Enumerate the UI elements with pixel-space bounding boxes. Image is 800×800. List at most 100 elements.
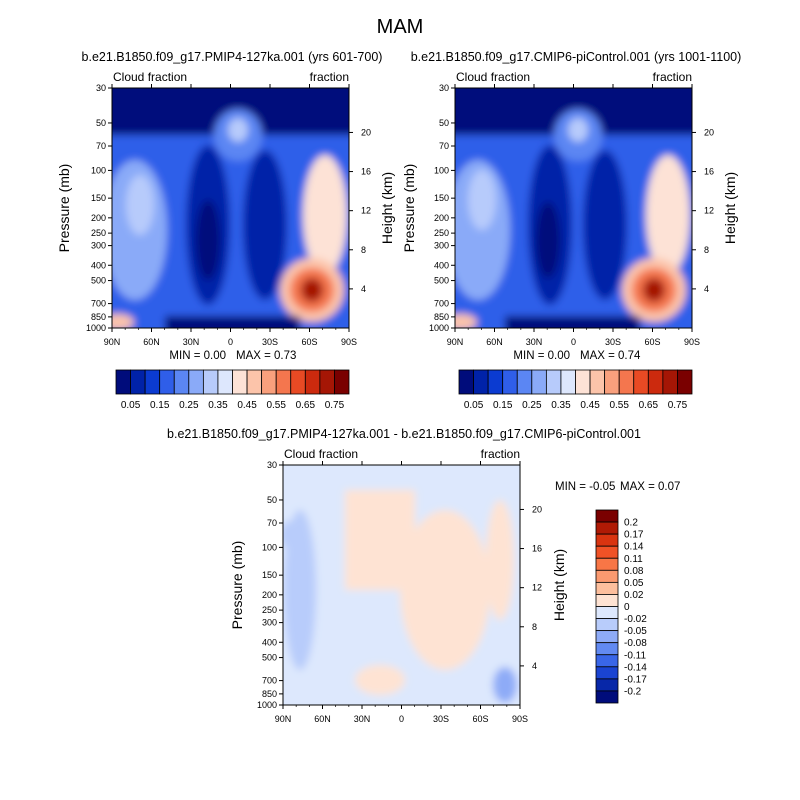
y-tick-label: 100 xyxy=(91,165,106,175)
colorbar-swatch xyxy=(173,369,190,395)
colorbar-label: 0.14 xyxy=(624,542,644,553)
panel-2-title: b.e21.B1850.f09_g17.CMIP6-piControl.001 … xyxy=(411,50,742,64)
colorbar-swatch xyxy=(545,369,562,395)
colorbar-label: -0.11 xyxy=(624,650,646,661)
x-tick-label: 60N xyxy=(314,714,331,724)
x-tick-label: 60S xyxy=(644,337,660,347)
colorbar-swatch xyxy=(677,369,693,395)
colorbar-swatch xyxy=(595,533,619,547)
panel-3-min: MIN = -0.05 xyxy=(555,481,615,493)
colorbar-label: 0.45 xyxy=(580,400,600,411)
colorbar-swatch xyxy=(304,369,321,395)
colorbar-label: 0.02 xyxy=(624,590,644,601)
field-diff-lower-pink xyxy=(355,665,405,695)
colorbar-label: 0.17 xyxy=(624,530,644,541)
panel-1-max: MAX = 0.73 xyxy=(236,350,296,362)
y-tick-label: 850 xyxy=(262,689,277,699)
colorbar-swatch xyxy=(246,369,263,395)
y-tick-label: 250 xyxy=(262,605,277,615)
y-tick-label: 400 xyxy=(262,637,277,647)
panel-1-left-label: Cloud fraction xyxy=(113,70,187,84)
panel-3-field xyxy=(283,465,520,705)
y-tick-label: 400 xyxy=(434,260,449,270)
panel-2-left-label: Cloud fraction xyxy=(456,70,530,84)
field-core-left-deep xyxy=(536,202,560,278)
y-tick-label: 1000 xyxy=(86,323,106,333)
x-tick-label: 30S xyxy=(433,714,449,724)
colorbar-swatch xyxy=(595,654,619,668)
panel-3-left-label: Cloud fraction xyxy=(284,447,358,461)
y-tick-label: 100 xyxy=(434,165,449,175)
y-tick-label: 700 xyxy=(262,676,277,686)
y-right-tick-label: 8 xyxy=(361,245,366,255)
y-tick-label: 70 xyxy=(439,141,449,151)
y-tick-label: 50 xyxy=(267,495,277,505)
colorbar-label: 0.35 xyxy=(551,400,571,411)
field-left-lighter xyxy=(126,175,154,235)
x-tick-label: 90S xyxy=(684,337,700,347)
field-core-left-deep xyxy=(196,200,220,280)
colorbar-swatch xyxy=(595,545,619,559)
colorbar-label: 0.15 xyxy=(493,400,513,411)
panel-2-field xyxy=(455,88,692,328)
panel-3-colorbar: 0.20.170.140.110.080.050.020-0.02-0.05-0… xyxy=(595,509,647,704)
colorbar-label: -0.05 xyxy=(624,626,647,637)
field-diff-top-blue xyxy=(283,521,300,549)
field-core-right xyxy=(583,150,627,300)
panel-1: b.e21.B1850.f09_g17.PMIP4-127ka.001 (yrs… xyxy=(56,50,395,411)
field-tropopause-bump-inner xyxy=(228,118,248,142)
x-tick-label: 0 xyxy=(228,337,233,347)
colorbar-swatch xyxy=(595,630,619,644)
y-tick-label: 150 xyxy=(262,570,277,580)
colorbar-label: 0.05 xyxy=(464,400,484,411)
colorbar-swatch xyxy=(595,678,619,692)
y-right-tick-label: 12 xyxy=(704,206,714,216)
y-right-tick-label: 20 xyxy=(361,127,371,137)
colorbar-label: 0.65 xyxy=(296,400,316,411)
y-tick-label: 100 xyxy=(262,542,277,552)
y-tick-label: 70 xyxy=(96,141,106,151)
y-tick-label: 30 xyxy=(96,83,106,93)
y-tick-label: 250 xyxy=(434,228,449,238)
panel-1-min: MIN = 0.00 xyxy=(169,350,226,362)
colorbar-swatch xyxy=(575,369,591,395)
colorbar-label: -0.02 xyxy=(624,614,647,625)
panel-3-plot xyxy=(283,465,520,705)
colorbar-swatch xyxy=(458,369,474,395)
y-right-tick-label: 4 xyxy=(704,284,709,294)
colorbar-swatch xyxy=(516,369,533,395)
colorbar-label: 0.55 xyxy=(266,400,286,411)
x-tick-label: 90S xyxy=(341,337,357,347)
y-right-tick-label: 16 xyxy=(532,544,542,554)
panel-2-plot xyxy=(455,88,692,328)
y-right-tick-label: 4 xyxy=(361,284,366,294)
colorbar-swatch xyxy=(261,369,277,395)
colorbar-swatch xyxy=(502,369,518,395)
colorbar-swatch xyxy=(595,557,619,571)
panel-1-ylabel: Pressure (mb) xyxy=(56,164,72,253)
x-tick-label: 90N xyxy=(275,714,292,724)
colorbar-label: 0.05 xyxy=(624,578,644,589)
colorbar-swatch xyxy=(618,369,635,395)
x-tick-label: 60N xyxy=(143,337,160,347)
x-tick-label: 60S xyxy=(472,714,488,724)
colorbar-label: 0.25 xyxy=(522,400,542,411)
panel-3-ylabel-right: Height (km) xyxy=(551,549,567,621)
field-surface-dark xyxy=(505,316,640,328)
colorbar-label: 0 xyxy=(624,602,630,613)
y-right-tick-label: 12 xyxy=(532,583,542,593)
y-right-tick-label: 8 xyxy=(532,622,537,632)
x-tick-label: 90N xyxy=(104,337,121,347)
y-tick-label: 1000 xyxy=(257,700,277,710)
y-tick-label: 850 xyxy=(91,312,106,322)
x-tick-label: 90N xyxy=(447,337,464,347)
colorbar-swatch xyxy=(487,369,504,395)
x-tick-label: 60N xyxy=(486,337,503,347)
colorbar-swatch xyxy=(232,369,248,395)
panel-3-ylabel: Pressure (mb) xyxy=(229,541,245,630)
colorbar-swatch xyxy=(595,606,619,619)
colorbar-swatch xyxy=(647,369,664,395)
panel-1-field xyxy=(112,88,349,328)
colorbar-swatch xyxy=(589,369,606,395)
colorbar-swatch xyxy=(595,581,619,595)
